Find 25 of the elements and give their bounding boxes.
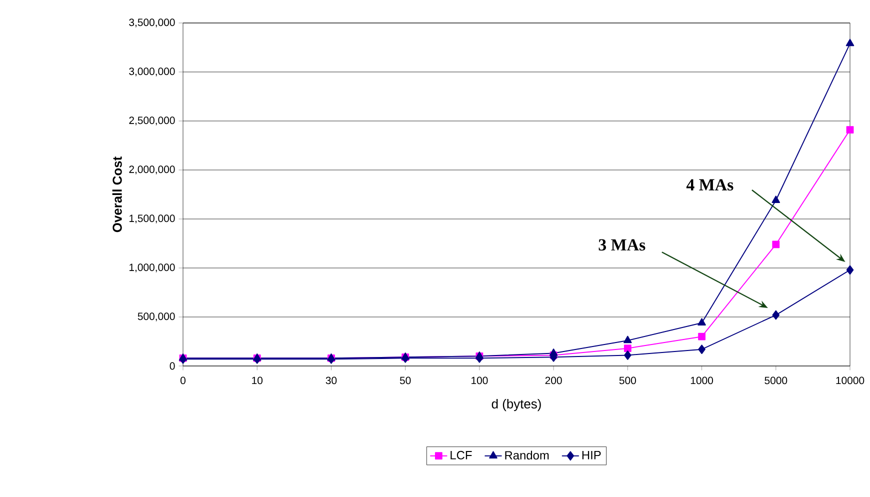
x-tick-label: 10000 (836, 376, 864, 384)
x-tick-label: 500 (619, 376, 636, 384)
annotation: 3 MAs (598, 239, 646, 251)
x-tick-label: 50 (400, 376, 411, 384)
x-tick-label: 0 (180, 376, 186, 384)
x-axis-title: d (bytes) (492, 398, 541, 412)
annotation: 4 MAs (686, 179, 734, 191)
x-tick-label: 10 (252, 376, 263, 384)
legend-label: LCF (450, 450, 472, 460)
x-tick-label: 30 (326, 376, 337, 384)
x-tick-label: 100 (472, 376, 488, 384)
x-tick-label: 1000 (690, 376, 713, 384)
y-tick-label: 1,000,000 (129, 264, 175, 272)
y-axis-title: Overall Cost (112, 156, 122, 232)
y-tick-label: 2,500,000 (129, 116, 175, 126)
y-tick-label: 2,000,000 (129, 166, 175, 174)
y-tick-label: 3,500,000 (129, 18, 175, 28)
legend-label: Random (505, 450, 549, 460)
x-tick-label: 200 (545, 376, 562, 384)
x-tick-label: 5000 (764, 376, 788, 384)
legend-label: HIP (582, 451, 601, 460)
y-tick-label: 1,500,000 (129, 214, 175, 224)
y-tick-label: 500,000 (138, 312, 175, 322)
y-tick-label: 0 (170, 362, 175, 370)
y-tick-label: 3,000,000 (129, 68, 175, 76)
